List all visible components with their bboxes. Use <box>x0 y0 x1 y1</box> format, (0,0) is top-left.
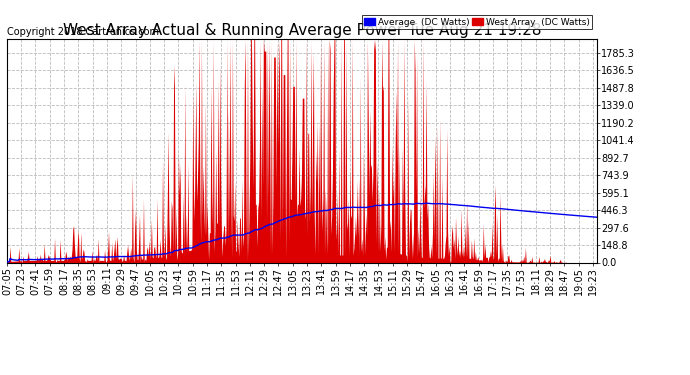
Text: Copyright 2018 Cartronics.com: Copyright 2018 Cartronics.com <box>7 27 159 37</box>
Title: West Array Actual & Running Average Power Tue Aug 21 19:28: West Array Actual & Running Average Powe… <box>63 23 541 38</box>
Legend: Average  (DC Watts), West Array  (DC Watts): Average (DC Watts), West Array (DC Watts… <box>362 15 592 29</box>
